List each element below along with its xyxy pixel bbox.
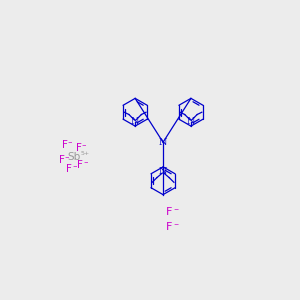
Text: F: F [58,155,64,165]
Text: F: F [76,143,82,153]
Text: F: F [166,222,172,232]
Text: −: − [82,142,86,147]
Text: −: − [83,159,88,164]
Text: N: N [131,117,140,126]
Text: −: − [68,139,72,144]
Text: N: N [159,167,167,176]
Text: −: − [173,221,178,226]
Text: N: N [159,138,167,147]
Text: Sb: Sb [67,152,81,162]
Text: F: F [77,160,83,170]
Text: −: − [173,206,178,211]
Text: 5+: 5+ [80,151,89,155]
Text: −: − [72,164,77,169]
Text: F: F [66,164,72,174]
Text: N: N [187,117,195,126]
Text: F: F [62,140,68,150]
Text: −: − [64,154,69,159]
Text: F: F [166,207,172,217]
